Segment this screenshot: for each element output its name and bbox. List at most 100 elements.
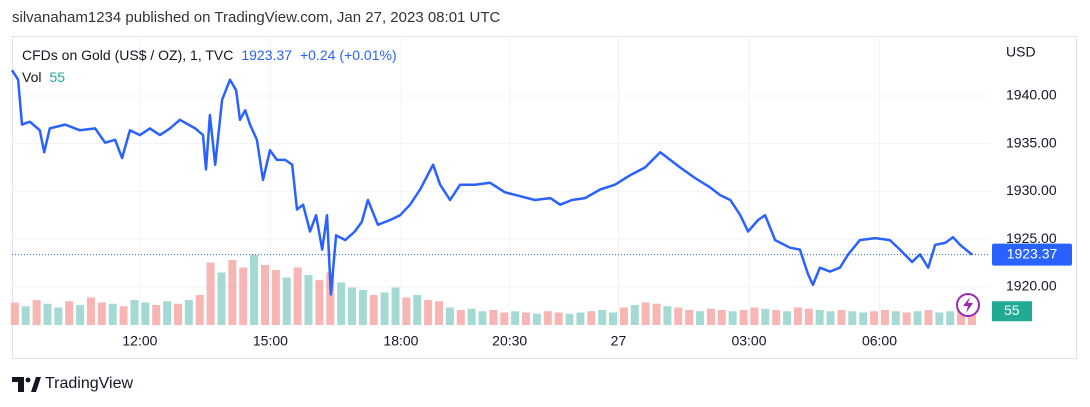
volume-bar <box>793 307 802 325</box>
volume-bar <box>641 302 650 325</box>
volume-bar <box>108 303 117 325</box>
volume-bar <box>924 310 933 325</box>
volume-bar <box>891 311 900 325</box>
volume-bar <box>902 312 911 325</box>
volume-bar <box>239 267 248 325</box>
volume-bar <box>21 306 30 325</box>
volume-bar <box>870 311 879 325</box>
volume-bar <box>609 312 618 325</box>
volume-bar <box>728 311 737 325</box>
change-pct: (+0.01%) <box>339 47 396 63</box>
volume-bar <box>848 311 857 325</box>
volume-bar <box>880 310 889 325</box>
volume-bar <box>54 307 63 325</box>
volume-bar <box>86 297 95 325</box>
symbol: CFDs on Gold (US$ / OZ), 1, TVC <box>22 47 233 63</box>
volume-bar <box>772 310 781 325</box>
volume-bar <box>750 307 759 325</box>
volume-bar <box>435 301 444 325</box>
volume-bar <box>696 311 705 325</box>
volume-bar <box>391 287 400 325</box>
volume-bar <box>554 312 563 325</box>
volume-bar <box>358 290 367 325</box>
volume-bar <box>413 295 422 325</box>
volume-bar <box>706 308 715 325</box>
volume-bar <box>826 311 835 325</box>
volume-bar <box>815 310 824 325</box>
last-price-label: 1923.37 <box>1007 245 1058 261</box>
volume-bar <box>598 310 607 325</box>
volume-bar <box>250 255 259 325</box>
volume-bar <box>522 312 531 325</box>
volume-bar <box>445 307 454 325</box>
last-price-box <box>992 243 1072 266</box>
volume-bar <box>467 308 476 325</box>
volume-bar <box>489 310 498 325</box>
volume-bar <box>739 310 748 325</box>
y-tick-label: 1940.00 <box>1006 87 1057 103</box>
volume-bar <box>43 303 52 325</box>
volume-bar <box>424 300 433 325</box>
volume-bar <box>65 301 74 325</box>
volume-bar <box>282 277 291 325</box>
volume-legend: Vol 55 <box>22 69 65 85</box>
y-tick-label: 1920.00 <box>1006 278 1057 294</box>
volume-bar <box>761 308 770 325</box>
volume-bar <box>184 300 193 325</box>
volume-bar <box>652 303 661 325</box>
price-pane <box>10 69 990 296</box>
y-tick-label: 1930.00 <box>1006 182 1057 198</box>
volume-bar <box>478 311 487 325</box>
volume-bar <box>500 312 509 325</box>
volume-bar <box>402 297 411 325</box>
volume-bar <box>663 306 672 325</box>
volume-bar <box>293 267 302 325</box>
volume-bar <box>76 305 85 325</box>
volume-bar <box>587 311 596 325</box>
volume-bar <box>532 313 541 325</box>
volume-bar <box>315 280 324 325</box>
volume-bar <box>32 300 41 325</box>
y-tick-label: 1935.00 <box>1006 134 1057 150</box>
volume-pane <box>10 255 976 325</box>
volume-bar <box>619 307 628 325</box>
volume-bar <box>163 301 172 325</box>
volume-bar <box>130 300 139 325</box>
volume-bar <box>511 311 520 325</box>
volume-bar <box>380 292 389 325</box>
volume-bar <box>935 312 944 325</box>
x-tick-label: 03:00 <box>731 333 766 349</box>
change: +0.24 <box>300 47 336 63</box>
price-line <box>10 69 973 296</box>
x-tick-label: 18:00 <box>383 333 418 349</box>
volume-bar <box>565 313 574 325</box>
volume-bar <box>576 312 585 325</box>
volume-bar <box>685 310 694 325</box>
volume-bar <box>271 270 280 325</box>
volume-bar <box>97 302 106 325</box>
x-tick-label: 12:00 <box>122 333 157 349</box>
volume-bar <box>206 262 215 325</box>
volume-bar <box>326 272 335 325</box>
volume-bar <box>783 311 792 325</box>
volume-bar <box>173 303 182 325</box>
volume-bar <box>717 310 726 325</box>
volume-bar <box>337 282 346 325</box>
volume-bar <box>217 272 226 325</box>
volume-name: Vol <box>22 69 41 85</box>
volume-bar <box>152 305 161 325</box>
volume-last-box <box>992 301 1032 322</box>
x-tick-label: 27 <box>611 333 627 349</box>
volume-last: 55 <box>49 69 65 85</box>
publish-note: silvanaham1234 published on TradingView.… <box>12 9 501 26</box>
volume-bar <box>674 307 683 325</box>
volume-bar <box>913 311 922 325</box>
volume-bar <box>543 311 552 325</box>
alert-icon[interactable] <box>956 293 980 317</box>
volume-bar <box>141 302 150 325</box>
volume-bar <box>804 308 813 325</box>
volume-last-label: 55 <box>1004 302 1020 318</box>
volume-bar <box>228 260 237 325</box>
x-tick-label: 20:30 <box>492 333 527 349</box>
